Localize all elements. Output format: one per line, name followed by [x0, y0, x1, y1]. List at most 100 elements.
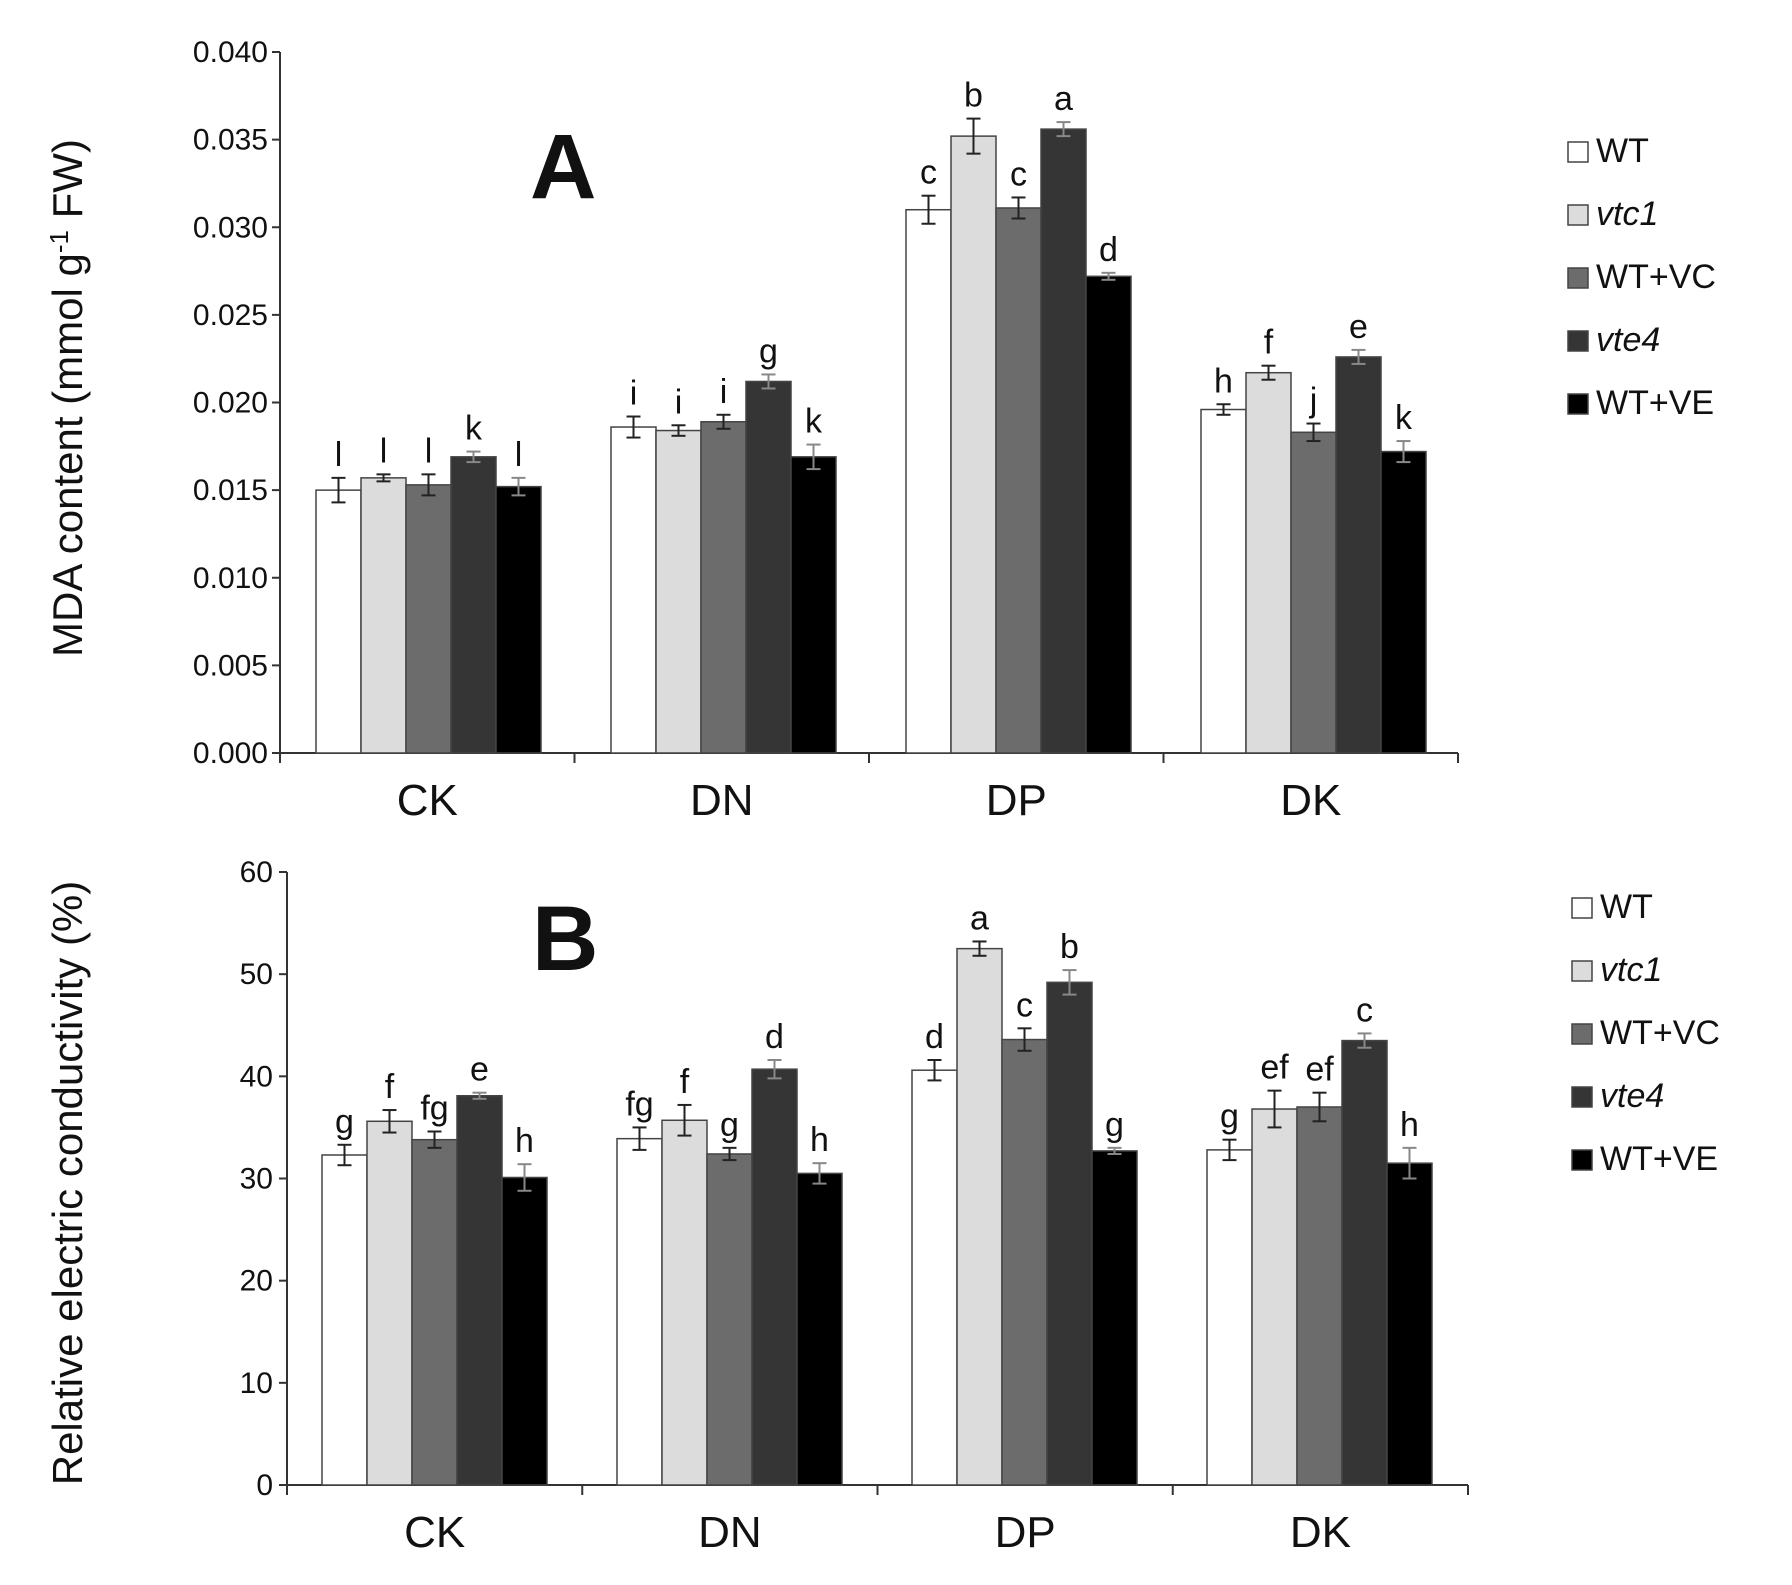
significance-letter: l — [380, 432, 388, 470]
bar-vtc1-dk — [1245, 371, 1292, 754]
significance-letter: g — [335, 1103, 354, 1141]
error-bar — [1402, 1146, 1417, 1180]
significance-letter: a — [970, 899, 989, 937]
significance-letter: h — [1400, 1106, 1419, 1144]
bar-vtc1-dp — [956, 947, 1003, 1486]
error-bar — [632, 1126, 647, 1151]
legend-swatch — [1571, 960, 1593, 982]
bar-vte4-dk — [1341, 1039, 1388, 1486]
bar-vte4-dp — [1040, 128, 1087, 754]
legend-label: vtc1 — [1600, 951, 1662, 989]
bar-vte4-dn — [751, 1068, 798, 1486]
legend-swatch — [1571, 1086, 1593, 1108]
significance-letter: f — [385, 1068, 395, 1106]
legend-a: WT vtc1 WT+VC vte4 WT+VE — [1567, 132, 1716, 422]
significance-letter: i — [675, 383, 683, 421]
error-bar — [806, 443, 821, 471]
bar-vte4-dk — [1335, 356, 1382, 754]
bar-wt-ve-dk — [1386, 1162, 1433, 1486]
significance-letter: d — [925, 1018, 944, 1056]
y-tick-label: 40 — [240, 1060, 273, 1093]
chart-panel-b: B Relative electric conductivity (%) 0 10… — [44, 856, 1720, 1557]
y-tick-label: 0.015 — [193, 474, 268, 507]
y-axis-title-a-end: FW) — [44, 139, 91, 230]
significance-letter: b — [1060, 928, 1079, 966]
legend-swatch — [1567, 204, 1589, 226]
plot-area-a: 0.000 0.005 0.010 0.015 0.020 0.025 0.030 0.035… — [193, 36, 1459, 825]
error-bar — [376, 473, 391, 483]
y-tick-label: 50 — [240, 958, 273, 991]
error-bar — [1107, 1146, 1122, 1155]
y-tick-label: 0.020 — [193, 387, 268, 420]
bar-wt-vc-dn — [706, 1153, 753, 1486]
error-bar — [511, 476, 526, 497]
y-tick-label: 60 — [240, 856, 273, 889]
legend-swatch — [1567, 141, 1589, 163]
legend-label: WT+VE — [1596, 384, 1714, 422]
significance-letter: l — [425, 432, 433, 470]
error-bar — [382, 1109, 397, 1134]
y-axis-title-a: MDA content (mmol g-1 FW) — [44, 139, 91, 657]
error-bar — [966, 117, 981, 155]
error-bar — [716, 413, 731, 430]
bar-vtc1-dn — [661, 1119, 708, 1486]
error-bar — [677, 1103, 692, 1137]
bar-wt-ck — [321, 1154, 368, 1486]
legend-item: WT — [1567, 132, 1649, 170]
y-tick-label: 0.005 — [193, 649, 268, 682]
error-bar — [1017, 1027, 1032, 1052]
y-tick-label: 30 — [240, 1163, 273, 1196]
significance-letter: ef — [1305, 1051, 1334, 1089]
bar-vte4-ck — [456, 1094, 503, 1486]
error-bar — [1216, 403, 1231, 416]
legend-item: vte4 — [1567, 321, 1660, 359]
bar-wt-dn — [616, 1137, 663, 1486]
legend-label: WT — [1596, 132, 1649, 170]
y-tick-label: 0.000 — [193, 737, 268, 770]
error-bar — [722, 1146, 737, 1162]
bar-vtc1-dp — [950, 135, 997, 754]
bar-vtc1-ck — [366, 1120, 413, 1486]
significance-letter: e — [470, 1051, 489, 1089]
error-bar — [1222, 1138, 1237, 1162]
significance-letter: k — [1395, 399, 1413, 437]
x-category-label: DK — [1290, 1508, 1351, 1557]
legend-item: vtc1 — [1567, 195, 1658, 233]
error-bar — [427, 1130, 442, 1149]
error-bar — [1101, 271, 1116, 281]
significance-letter: h — [515, 1122, 534, 1160]
panel-b-label: B — [532, 888, 598, 990]
significance-letter: e — [1349, 308, 1368, 346]
legend-swatch — [1571, 1023, 1593, 1045]
y-tick-label: 20 — [240, 1265, 273, 1298]
significance-letter: c — [1010, 155, 1027, 193]
error-bar — [972, 940, 987, 957]
significance-letter: j — [1309, 382, 1318, 420]
legend-item: WT — [1571, 888, 1653, 926]
bar-vtc1-ck — [360, 477, 407, 754]
error-bar — [1267, 1089, 1282, 1129]
error-bar — [671, 424, 686, 437]
y-tick-label: 0.010 — [193, 562, 268, 595]
significance-letter: g — [1105, 1106, 1124, 1144]
legend-label: vtc1 — [1596, 195, 1658, 233]
significance-letter: ef — [1260, 1049, 1289, 1087]
significance-letter: f — [1264, 324, 1274, 362]
error-bar — [927, 1058, 942, 1082]
significance-letter: k — [465, 410, 483, 448]
error-bar — [472, 1091, 487, 1100]
x-category-label: DP — [995, 1508, 1056, 1557]
bar-wt-ve-dp — [1091, 1150, 1138, 1486]
y-axis-title-b: Relative electric conductivity (%) — [44, 881, 91, 1486]
legend-swatch — [1567, 393, 1589, 415]
significance-letter: b — [964, 77, 983, 115]
y-tick-label: 0.035 — [193, 124, 268, 157]
significance-letter: fg — [420, 1090, 448, 1128]
bar-wt-dp — [905, 208, 952, 754]
y-tick-label: 0 — [256, 1469, 273, 1502]
error-bar — [761, 373, 776, 390]
legend-label: WT+VC — [1600, 1014, 1720, 1052]
bar-wt-ve-ck — [495, 485, 542, 754]
error-bar — [1056, 121, 1071, 138]
